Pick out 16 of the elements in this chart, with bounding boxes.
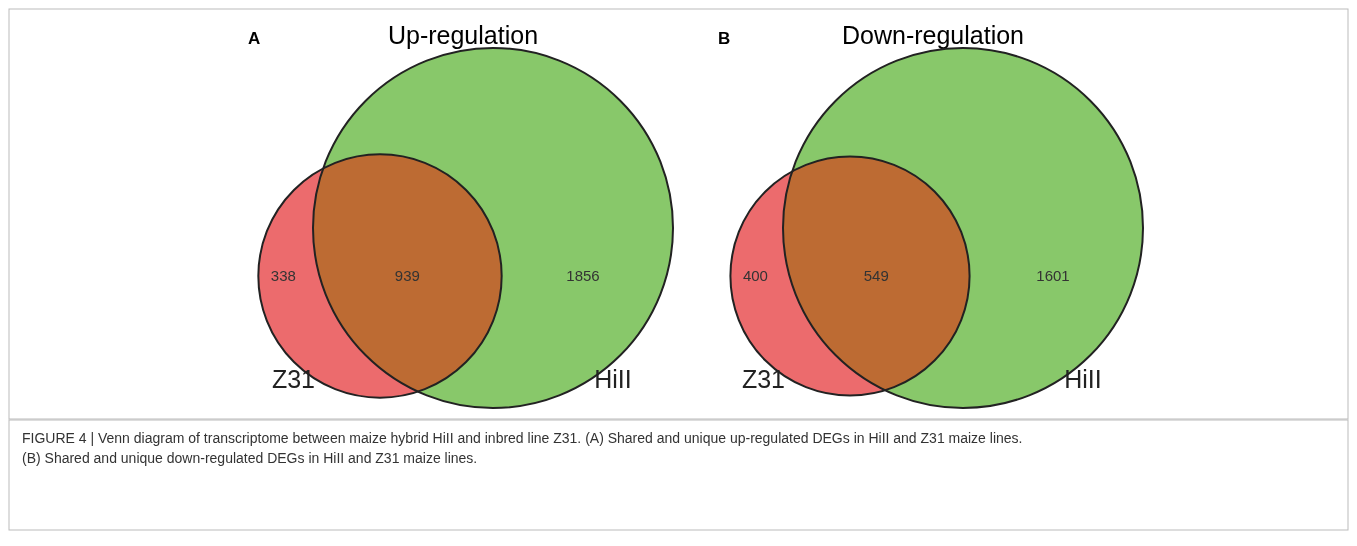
- caption: FIGURE 4 | Venn diagram of transcriptome between maize hybrid HiII and inbred line Z31. (A) Shared and unique up-regulated DEGs in HiII and Z31 maize lines.: [22, 429, 1024, 448]
- data-label: 338: [270, 267, 296, 284]
- data-label: 1601: [1036, 267, 1070, 284]
- data-label: 939: [394, 267, 420, 284]
- category-label: HiII: [1064, 365, 1102, 393]
- data-label: 1856: [566, 267, 600, 284]
- category-label: Z31: [741, 365, 785, 393]
- text: Up-regulation: [387, 21, 539, 49]
- category-label: Z31: [271, 365, 315, 393]
- text: A: [248, 29, 261, 48]
- text: (B) Shared and unique down-regulated DEGs in HiII and Z31 maize lines.: [22, 449, 479, 468]
- text: Down-regulation: [841, 21, 1025, 49]
- category-label: HiII: [594, 365, 632, 393]
- data-label: 400: [742, 267, 768, 284]
- text: B: [718, 29, 731, 48]
- data-label: 549: [863, 267, 889, 284]
